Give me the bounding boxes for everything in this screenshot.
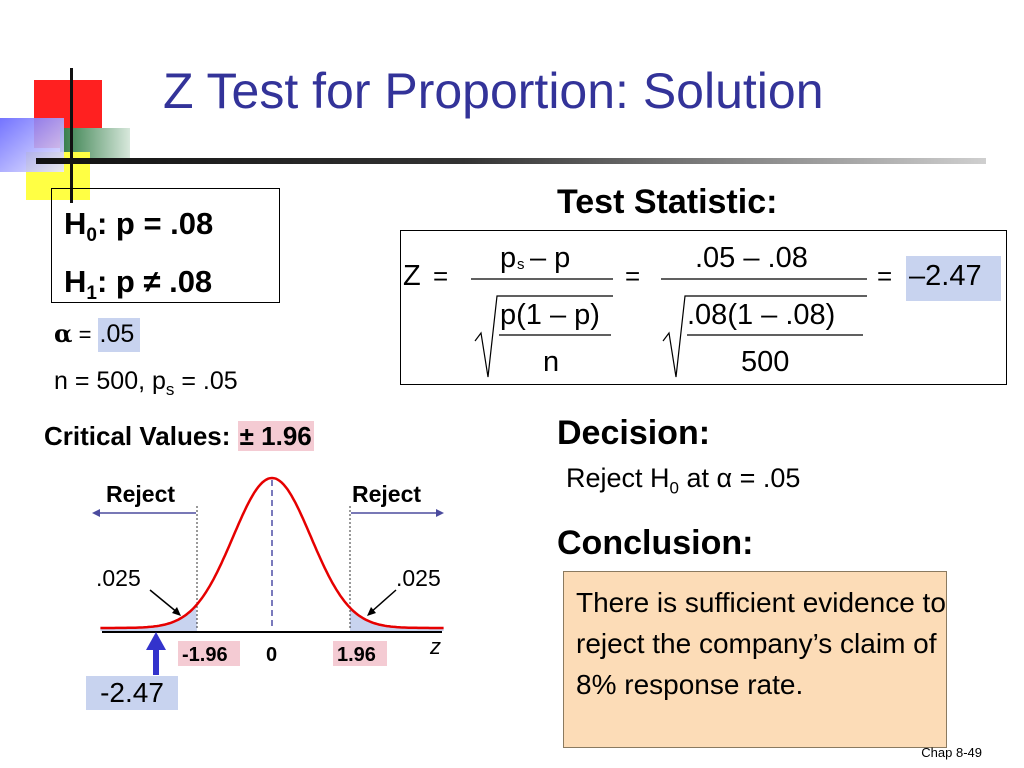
alpha-value: .05 — [97, 318, 141, 352]
formula-den2-bottom: 500 — [741, 346, 789, 378]
conclusion-text: There is sufficient evidence to reject t… — [576, 587, 946, 700]
test-stat-value: -2.47 — [86, 676, 178, 710]
formula-den2-top: .08(1 – .08) — [687, 299, 835, 331]
critical-value: ± 1.96 — [237, 421, 314, 451]
decision-heading: Decision: — [557, 414, 711, 452]
rejection-region-graph: Reject Reject .025 .025 -1.96 0 1.96 z — [92, 476, 444, 675]
alpha-line: α = .05 — [54, 318, 141, 352]
reject-left-label: Reject — [106, 481, 175, 507]
slide-number: Chap 8-49 — [921, 745, 982, 760]
left-tail-shade — [100, 605, 198, 631]
formula-eq-3: = — [877, 261, 892, 291]
tick-neg-label: -1.96 — [182, 644, 228, 666]
formula-z: Z — [403, 260, 421, 292]
tail-right-label: .025 — [396, 565, 441, 591]
formula-num-sub: s — [517, 256, 525, 273]
title-divider — [36, 158, 986, 164]
tail-left-label: .025 — [96, 565, 141, 591]
formula-num-p: p — [500, 242, 516, 274]
tick-zero-label: 0 — [266, 644, 277, 666]
decision-text: Reject H0 at α = .05 — [566, 463, 801, 498]
formula-result: –2.47 — [909, 260, 982, 292]
formula-num2: .05 – .08 — [695, 242, 808, 274]
formula-num-rest: – p — [530, 242, 570, 274]
hypotheses-box: H0: p = .08 H1: p ≠ .08 — [51, 188, 280, 304]
alpha-symbol: α — [54, 319, 73, 348]
conclusion-heading: Conclusion: — [557, 524, 754, 562]
tick-pos-highlight — [333, 641, 387, 666]
formula-eq-1: = — [433, 261, 448, 291]
formula-den-top: p(1 – p) — [500, 299, 600, 331]
formula-den-bottom: n — [543, 346, 559, 378]
formula-eq-2: = — [625, 261, 640, 291]
null-hypothesis: H0: p = .08 — [64, 206, 214, 247]
axis-z-label: z — [429, 634, 441, 659]
page-title: Z Test for Proportion: Solution — [163, 63, 824, 119]
normal-curve — [100, 476, 444, 630]
result-highlight — [906, 256, 1001, 301]
right-tail-shade — [350, 607, 444, 631]
z-formula: Z = p s – p p(1 – p) n = .05 – .08 .08(1… — [403, 242, 1001, 378]
reject-right-label: Reject — [352, 481, 421, 507]
tick-neg-highlight — [178, 641, 240, 666]
formula-box: Z = p s – p p(1 – p) n = .05 – .08 .08(1… — [400, 230, 1007, 385]
test-statistic-heading: Test Statistic: — [557, 183, 778, 221]
conclusion-box: There is sufficient evidence to reject t… — [563, 571, 947, 748]
tick-pos-label: 1.96 — [337, 644, 376, 666]
decor-vertical-line — [70, 68, 73, 203]
alternative-hypothesis: H1: p ≠ .08 — [64, 264, 213, 305]
sample-line: n = 500, ps = .05 — [54, 367, 238, 399]
critical-values: Critical Values: ± 1.96 — [44, 421, 314, 451]
